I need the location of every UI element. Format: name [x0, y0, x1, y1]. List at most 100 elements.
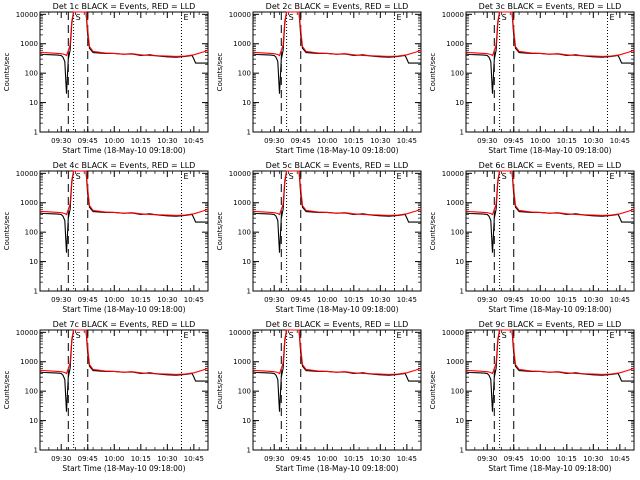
events-series-line	[252, 11, 421, 94]
time-marker-label: S	[289, 172, 294, 181]
x-tick-label: 09:30	[477, 137, 497, 145]
x-axis-label: Start Time (18-May-10 09:18:00)	[62, 146, 185, 155]
y-tick-label: 10000	[16, 11, 38, 19]
x-tick-label: 09:45	[291, 137, 311, 145]
y-tick-label: 100	[451, 229, 464, 237]
x-tick-label: 09:30	[264, 455, 284, 463]
lld-series-line	[252, 329, 422, 375]
panel-title: Det 5c BLACK = Events, RED = LLD	[266, 161, 409, 170]
y-tick-label: 100	[238, 388, 251, 396]
time-marker-label: E	[609, 331, 614, 340]
detector-panel-7: Det 7c BLACK = Events, RED = LLD 1 10 100 10…	[3, 320, 209, 473]
time-marker-label: E	[183, 331, 188, 340]
x-axis-label: Start Time (18-May-10 09:18:00)	[62, 305, 185, 314]
y-tick-label: 1	[460, 447, 464, 455]
y-axis-label: Counts/sec	[429, 371, 437, 410]
plot-frame	[39, 11, 209, 133]
y-tick-label: 1000	[233, 40, 251, 48]
y-tick-label: 1000	[20, 40, 38, 48]
x-tick-label: 10:30	[370, 296, 390, 304]
x-tick-label: 10:45	[184, 455, 204, 463]
y-tick-label: 100	[25, 229, 38, 237]
y-tick-label: 10000	[442, 329, 464, 337]
y-tick-label: 100	[238, 70, 251, 78]
y-tick-label: 1	[34, 447, 38, 455]
time-marker-label: E	[609, 172, 614, 181]
y-tick-label: 10	[29, 99, 38, 107]
x-axis-label: Start Time (18-May-10 09:18:00)	[62, 464, 185, 473]
x-tick-label: 10:45	[184, 137, 204, 145]
y-tick-label: 10	[29, 417, 38, 425]
time-marker-label: E	[183, 13, 188, 22]
time-marker-label: S	[76, 172, 81, 181]
y-axis-label: Counts/sec	[3, 212, 11, 251]
x-tick-label: 10:00	[530, 137, 550, 145]
x-tick-label: 09:30	[264, 137, 284, 145]
y-tick-label: 10	[455, 417, 464, 425]
y-tick-label: 1000	[233, 358, 251, 366]
x-axis-label: Start Time (18-May-10 09:18:00)	[488, 464, 611, 473]
events-series-line	[39, 11, 208, 94]
events-series-line	[252, 170, 421, 253]
y-tick-label: 1	[34, 129, 38, 137]
y-tick-label: 1000	[446, 358, 464, 366]
y-tick-label: 100	[451, 388, 464, 396]
y-tick-label: 100	[451, 70, 464, 78]
x-tick-label: 10:15	[557, 455, 577, 463]
x-tick-label: 10:15	[344, 296, 364, 304]
x-axis-label: Start Time (18-May-10 09:18:00)	[275, 464, 398, 473]
x-tick-label: 10:45	[397, 137, 417, 145]
x-tick-label: 10:00	[317, 455, 337, 463]
x-tick-label: 10:30	[583, 455, 603, 463]
x-tick-label: 10:30	[583, 137, 603, 145]
y-tick-label: 1000	[446, 199, 464, 207]
y-tick-label: 10000	[229, 11, 251, 19]
time-marker-label: E	[396, 331, 401, 340]
x-tick-label: 10:15	[131, 455, 151, 463]
y-tick-label: 10	[455, 258, 464, 266]
y-axis-label: Counts/sec	[3, 371, 11, 410]
y-tick-label: 1	[460, 288, 464, 296]
y-tick-label: 1000	[20, 199, 38, 207]
events-series-line	[465, 329, 634, 412]
time-marker-label: S	[289, 331, 294, 340]
x-tick-label: 10:15	[344, 455, 364, 463]
x-tick-label: 09:45	[291, 455, 311, 463]
plot-frame	[252, 11, 422, 133]
time-marker-label: S	[76, 13, 81, 22]
y-axis-label: Counts/sec	[429, 212, 437, 251]
x-tick-label: 10:00	[104, 455, 124, 463]
y-tick-label: 1000	[233, 199, 251, 207]
lld-series-line	[39, 170, 209, 216]
lld-series-line	[252, 170, 422, 216]
y-tick-label: 1	[247, 447, 251, 455]
x-tick-label: 09:30	[51, 455, 71, 463]
lld-series-line	[39, 329, 209, 375]
x-tick-label: 10:15	[344, 137, 364, 145]
x-tick-label: 10:00	[104, 137, 124, 145]
y-axis-label: Counts/sec	[216, 212, 224, 251]
y-tick-label: 10	[242, 417, 251, 425]
x-tick-label: 10:30	[157, 137, 177, 145]
events-series-line	[252, 329, 421, 412]
plot-frame	[465, 329, 635, 451]
y-axis-label: Counts/sec	[216, 53, 224, 92]
y-tick-label: 10	[29, 258, 38, 266]
panel-title: Det 4c BLACK = Events, RED = LLD	[53, 161, 196, 170]
x-tick-label: 10:45	[610, 296, 630, 304]
panel-title: Det 7c BLACK = Events, RED = LLD	[53, 320, 196, 329]
x-tick-label: 10:15	[557, 296, 577, 304]
x-tick-label: 09:45	[291, 296, 311, 304]
x-tick-label: 09:30	[264, 296, 284, 304]
lld-series-line	[39, 11, 209, 57]
x-tick-label: 09:30	[477, 296, 497, 304]
x-tick-label: 10:00	[317, 296, 337, 304]
x-tick-label: 09:45	[78, 455, 98, 463]
detector-panel-1: Det 1c BLACK = Events, RED = LLD 1 10 100 10…	[3, 2, 209, 155]
y-tick-label: 100	[25, 70, 38, 78]
x-tick-label: 10:15	[131, 296, 151, 304]
x-tick-label: 09:45	[78, 137, 98, 145]
y-axis-label: Counts/sec	[429, 53, 437, 92]
x-tick-label: 10:30	[157, 296, 177, 304]
y-tick-label: 10000	[229, 170, 251, 178]
